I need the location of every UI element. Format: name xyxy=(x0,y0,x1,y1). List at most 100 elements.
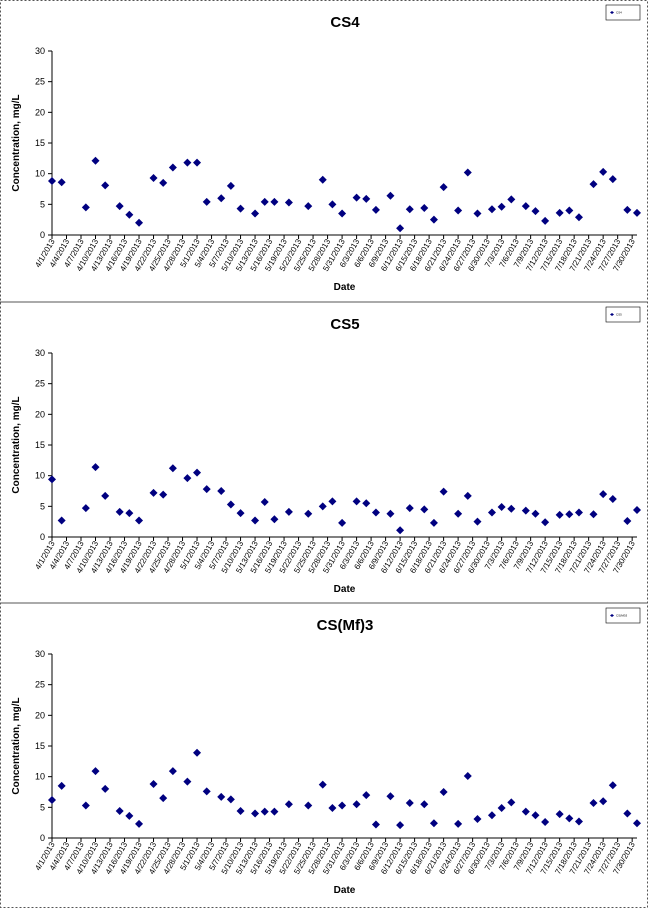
data-point xyxy=(251,209,260,218)
data-point xyxy=(473,209,482,218)
data-point xyxy=(555,510,564,519)
data-point xyxy=(497,502,506,511)
chart-title: CS4 xyxy=(330,14,360,31)
data-point xyxy=(304,509,313,518)
y-tick-label: 5 xyxy=(40,199,45,209)
data-point xyxy=(338,801,347,810)
y-tick-label: 10 xyxy=(35,471,45,481)
data-point xyxy=(497,803,506,812)
data-point xyxy=(149,173,158,182)
data-point xyxy=(125,509,134,518)
data-point xyxy=(193,158,202,167)
data-point xyxy=(48,795,56,804)
data-point xyxy=(125,811,134,820)
data-point xyxy=(183,474,192,483)
y-tick-label: 25 xyxy=(35,77,45,87)
data-point xyxy=(497,202,506,211)
data-point xyxy=(57,781,66,790)
data-point xyxy=(420,204,429,213)
legend-marker xyxy=(610,614,614,617)
data-point xyxy=(260,197,269,206)
data-point xyxy=(304,801,313,810)
data-point xyxy=(226,500,235,509)
data-point xyxy=(91,463,100,472)
data-point xyxy=(541,216,550,225)
data-point xyxy=(91,156,100,165)
data-point xyxy=(574,508,583,517)
data-point xyxy=(168,464,177,473)
y-tick-label: 0 xyxy=(40,833,45,843)
data-point xyxy=(633,208,641,217)
data-point xyxy=(270,515,279,524)
data-point xyxy=(531,207,540,216)
data-point xyxy=(183,777,192,786)
data-point xyxy=(338,209,347,218)
data-point xyxy=(352,497,361,506)
data-point xyxy=(101,491,110,500)
y-tick-label: 25 xyxy=(35,379,45,389)
data-point xyxy=(226,181,235,190)
data-point xyxy=(217,792,226,801)
data-point xyxy=(454,509,463,518)
data-point xyxy=(352,193,361,202)
data-point xyxy=(396,526,405,535)
chart-title: CS(Mf)3 xyxy=(317,617,374,634)
data-point xyxy=(57,516,66,525)
data-point xyxy=(507,504,516,513)
data-point xyxy=(541,518,550,527)
data-point xyxy=(531,509,540,518)
data-point xyxy=(135,218,144,227)
legend-box xyxy=(605,607,641,624)
data-point xyxy=(555,208,564,217)
data-point xyxy=(574,817,583,826)
data-point xyxy=(193,748,202,757)
data-point xyxy=(386,792,395,801)
data-point xyxy=(260,807,269,816)
data-point xyxy=(284,198,293,207)
data-point xyxy=(362,499,371,508)
data-point xyxy=(81,504,90,513)
data-point xyxy=(362,791,371,800)
data-point xyxy=(623,809,632,818)
data-point xyxy=(352,800,361,809)
data-point xyxy=(217,487,226,495)
x-axis-title: Date xyxy=(334,885,356,896)
data-point xyxy=(318,780,327,789)
data-point xyxy=(555,810,564,819)
data-point xyxy=(115,507,124,516)
data-point xyxy=(362,194,371,203)
y-axis-title: Concentration, mg/L xyxy=(11,94,22,191)
data-point xyxy=(101,784,110,793)
data-point xyxy=(463,491,472,500)
data-point xyxy=(135,819,144,828)
data-point xyxy=(473,814,482,823)
data-point xyxy=(608,175,617,184)
data-point xyxy=(574,213,583,222)
data-point xyxy=(487,205,496,214)
data-point xyxy=(159,794,168,803)
data-point xyxy=(405,504,414,513)
data-point xyxy=(115,202,124,211)
y-tick-label: 30 xyxy=(35,46,45,56)
data-point xyxy=(115,807,124,816)
data-point xyxy=(91,767,100,776)
chart-panel: CS(Mf)30510152025304/1/20134/4/20134/7/2… xyxy=(0,602,648,896)
data-point xyxy=(531,811,540,820)
data-point xyxy=(202,485,211,494)
data-point xyxy=(439,183,448,192)
y-tick-label: 20 xyxy=(35,710,45,720)
data-point xyxy=(487,508,496,517)
data-point xyxy=(328,497,337,506)
data-point xyxy=(521,506,530,515)
data-point xyxy=(487,811,496,820)
chart-title: CS5 xyxy=(330,316,359,333)
data-point xyxy=(149,488,158,497)
data-point xyxy=(202,787,211,796)
data-point xyxy=(463,772,472,781)
data-point xyxy=(236,807,245,816)
data-point xyxy=(318,175,327,184)
data-point xyxy=(125,210,134,219)
data-point xyxy=(541,818,550,827)
